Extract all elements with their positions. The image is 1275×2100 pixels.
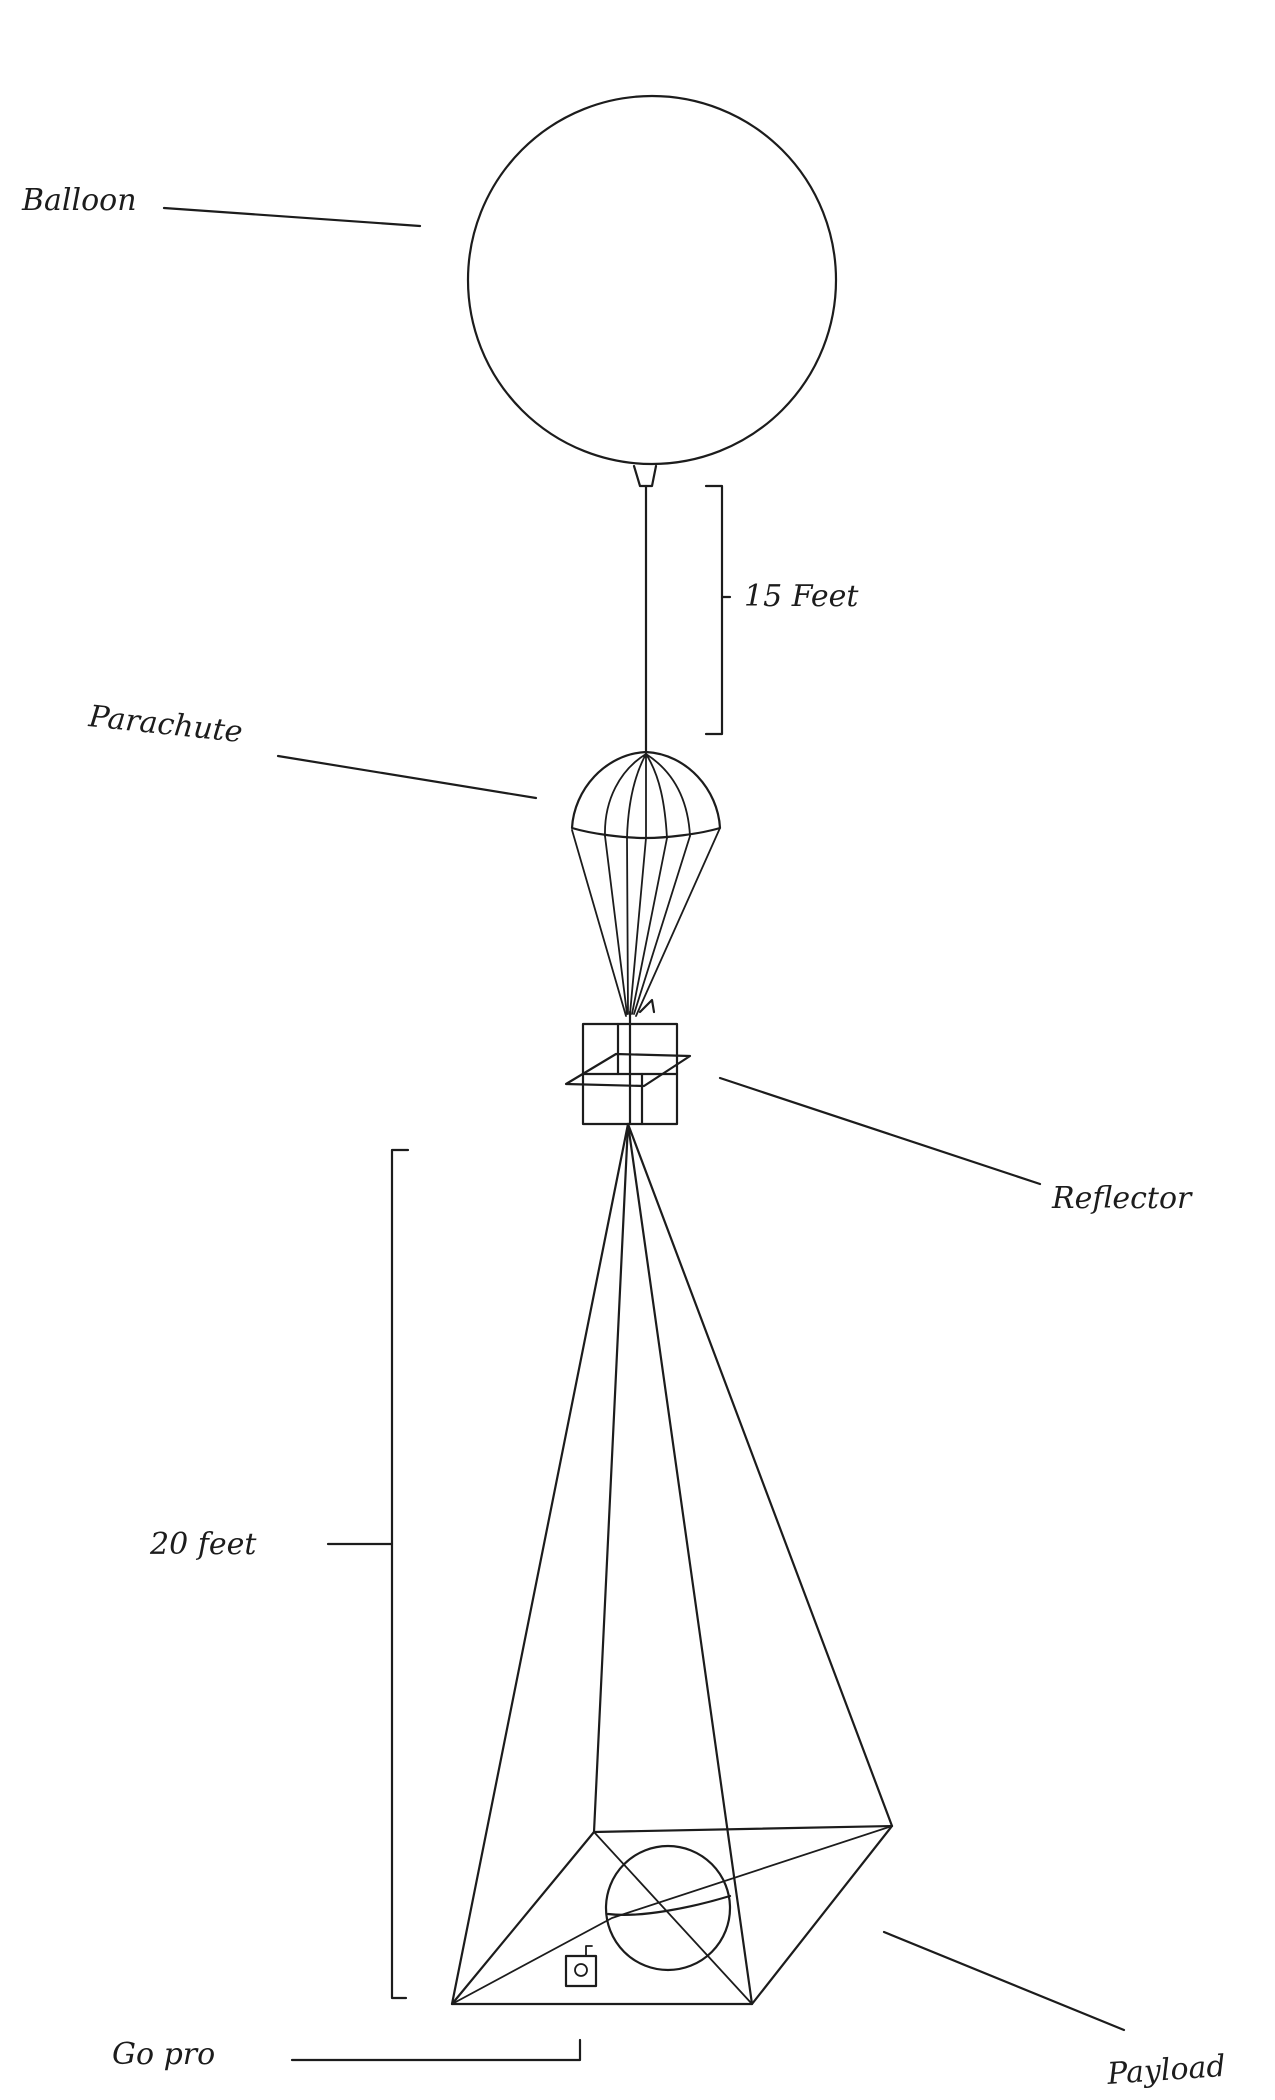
upper-distance-label: 15 Feet (744, 579, 859, 614)
parachute (570, 750, 722, 1017)
payload-frame (450, 1824, 894, 2006)
reflector-diagonal-plate (564, 1052, 692, 1088)
payload-sphere (604, 1844, 732, 1972)
parachute-label: Parachute (86, 699, 244, 750)
balloon-leader-line (162, 206, 422, 228)
payload-diagonal-a (451, 1825, 893, 2005)
suspension-line-back-right (626, 1122, 894, 1828)
lower-distance-label: 20 feet (149, 1527, 257, 1562)
lower-distance-bracket (390, 1148, 410, 2000)
parachute-shroud-lines (571, 827, 721, 1017)
reflector-inner-edges (616, 1022, 644, 1126)
suspension-line-front-right (626, 1122, 754, 2006)
gopro-lens (574, 1963, 588, 1977)
parachute-canopy (570, 750, 722, 840)
parachute-leader-line (276, 754, 538, 800)
balloon-envelope (466, 94, 838, 466)
balloon-label: Balloon (21, 183, 137, 218)
gopro-leader-line (290, 2038, 582, 2062)
gopro-camera (564, 1945, 598, 1988)
suspension-line-front-left (450, 1122, 630, 2006)
gopro-label: Go pro (112, 2037, 215, 2072)
payload-leader-line (882, 1930, 1126, 2032)
payload (450, 1824, 894, 2006)
payload-sphere-equator (606, 1894, 732, 1916)
reflector-leader-line (718, 1076, 1042, 1186)
balloon-neck (632, 464, 658, 488)
payload-diagonal-b (593, 1831, 753, 2005)
gopro-body (564, 1954, 598, 1988)
suspension-line-back-left (592, 1122, 630, 1834)
balloon (466, 94, 838, 488)
payload-suspension-lines (450, 1122, 894, 2006)
gopro-mount (585, 1945, 593, 1957)
reflector (564, 998, 692, 1126)
parachute-gores (604, 753, 691, 839)
upper-distance-bracket (704, 484, 724, 736)
payload-label: Payload (1105, 2049, 1227, 2092)
reflector-top-tab (638, 998, 656, 1014)
reflector-label: Reflector (1051, 1181, 1193, 1216)
